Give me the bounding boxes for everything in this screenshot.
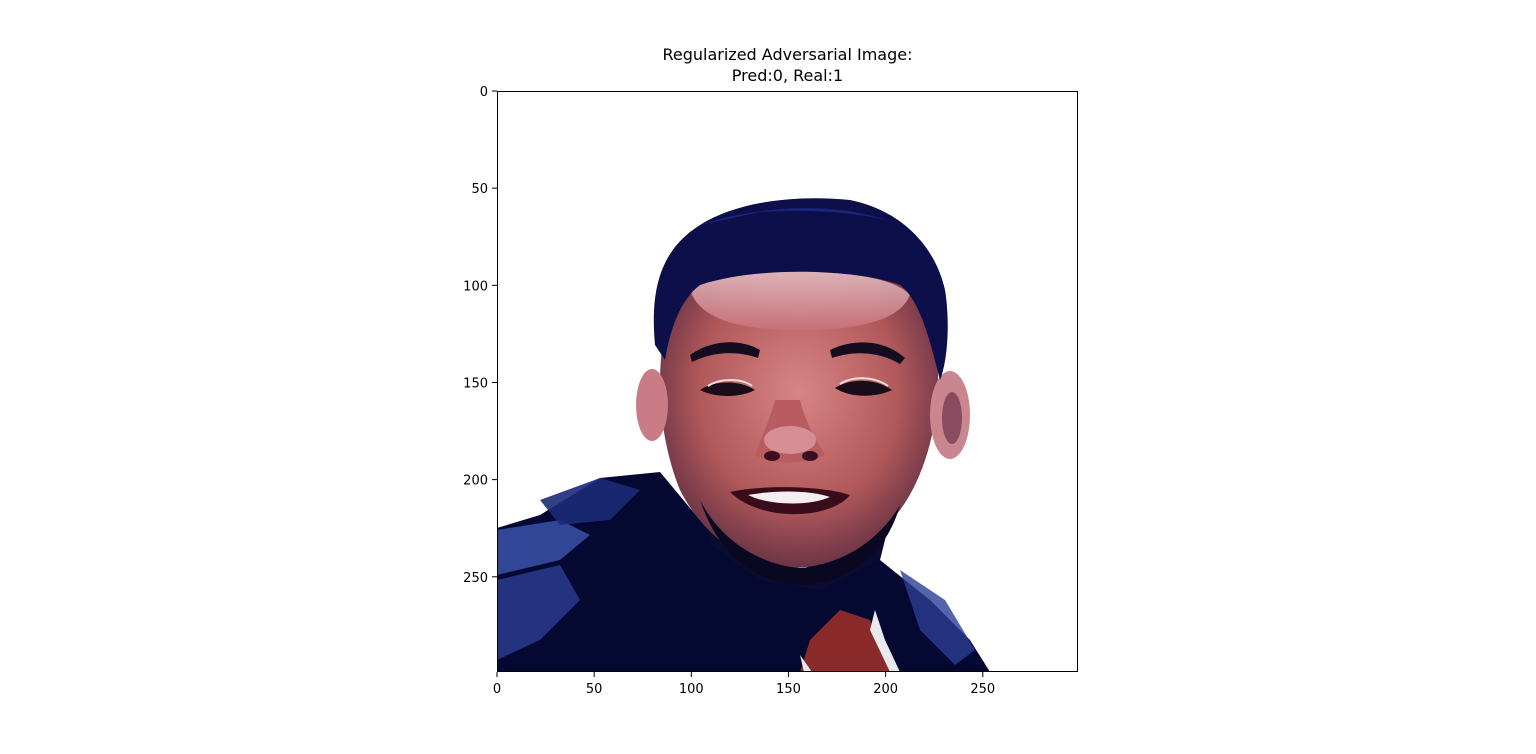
x-tick-label: 200 [873, 682, 898, 697]
y-tick-label: 100 [463, 279, 488, 294]
hair-shape [653, 198, 948, 380]
photo-image [497, 91, 1078, 672]
y-tick-label: 150 [463, 376, 488, 391]
x-tick-label: 150 [776, 682, 801, 697]
x-tick-label: 100 [679, 682, 704, 697]
y-axis: 0 50 100 150 200 250 [463, 85, 497, 586]
x-tick-label: 250 [970, 682, 995, 697]
x-tick-label: 0 [493, 682, 501, 697]
y-tick-label: 200 [463, 474, 488, 489]
figure-title-line-2: Pred:0, Real:1 [731, 66, 844, 85]
y-tick-label: 250 [463, 571, 488, 586]
jacket-highlight-shape [497, 520, 590, 575]
x-tick-label: 50 [586, 682, 603, 697]
left-ear-shape [636, 369, 668, 441]
y-tick-label: 50 [471, 182, 488, 197]
axes-frame [497, 91, 1078, 672]
x-axis: 0 50 100 150 200 250 [493, 672, 995, 697]
shirt-shape [800, 610, 890, 672]
y-tick-label: 0 [480, 85, 488, 100]
figure-title-line-1: Regularized Adversarial Image: [662, 45, 913, 64]
